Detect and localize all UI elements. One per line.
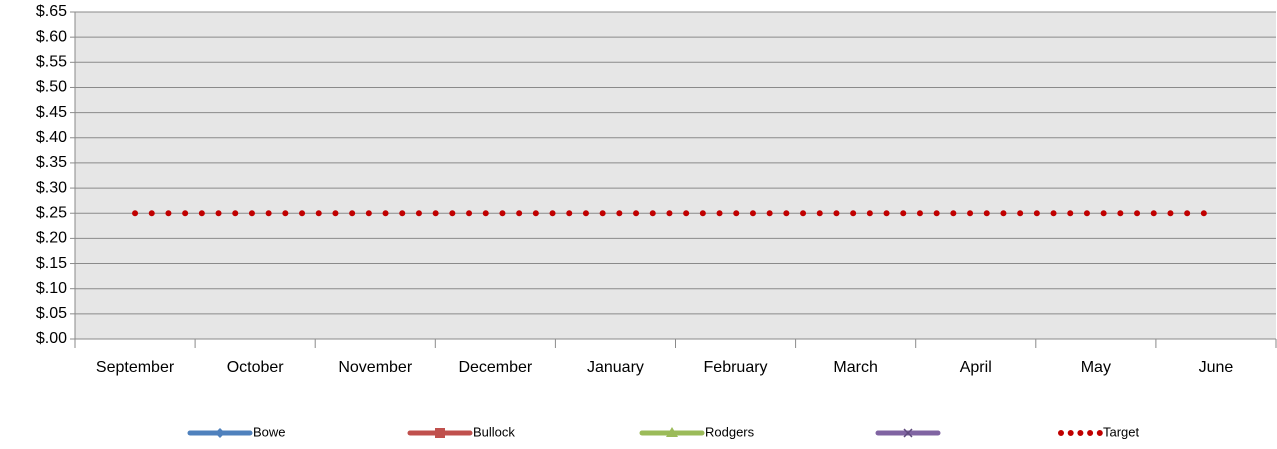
legend-marker xyxy=(215,428,225,438)
x-tick-label: April xyxy=(960,359,992,376)
x-tick-label: February xyxy=(704,359,768,376)
legend-label: Bowe xyxy=(253,424,286,439)
x-tick-label: June xyxy=(1199,359,1234,376)
y-tick-label: $.25 xyxy=(36,204,67,221)
y-tick-label: $.20 xyxy=(36,230,67,247)
y-tick-label: $.40 xyxy=(36,129,67,146)
plot-area xyxy=(75,12,1276,339)
y-tick-label: $.15 xyxy=(36,255,67,272)
x-tick-label: October xyxy=(227,359,285,376)
y-tick-label: $.10 xyxy=(36,280,67,297)
legend-label: Bullock xyxy=(473,424,515,439)
legend-label: Target xyxy=(1103,424,1140,439)
y-tick-label: $.35 xyxy=(36,154,67,171)
y-tick-label: $.30 xyxy=(36,179,67,196)
x-tick-label: March xyxy=(833,359,877,376)
y-tick-label: $.50 xyxy=(36,79,67,96)
y-tick-label: $.60 xyxy=(36,28,67,45)
legend-marker xyxy=(903,428,913,438)
x-tick-label: January xyxy=(587,359,644,376)
x-tick-label: November xyxy=(338,359,412,376)
x-tick-label: September xyxy=(96,359,175,376)
legend-marker xyxy=(666,427,678,437)
y-tick-label: $.45 xyxy=(36,104,67,121)
x-tick-label: May xyxy=(1081,359,1111,376)
legend-marker xyxy=(435,428,445,438)
y-tick-label: $.05 xyxy=(36,305,67,322)
y-tick-label: $.00 xyxy=(36,330,67,347)
x-tick-label: December xyxy=(458,359,532,376)
legend-label: Rodgers xyxy=(705,424,755,439)
y-tick-label: $.65 xyxy=(36,3,67,20)
y-tick-label: $.55 xyxy=(36,54,67,71)
